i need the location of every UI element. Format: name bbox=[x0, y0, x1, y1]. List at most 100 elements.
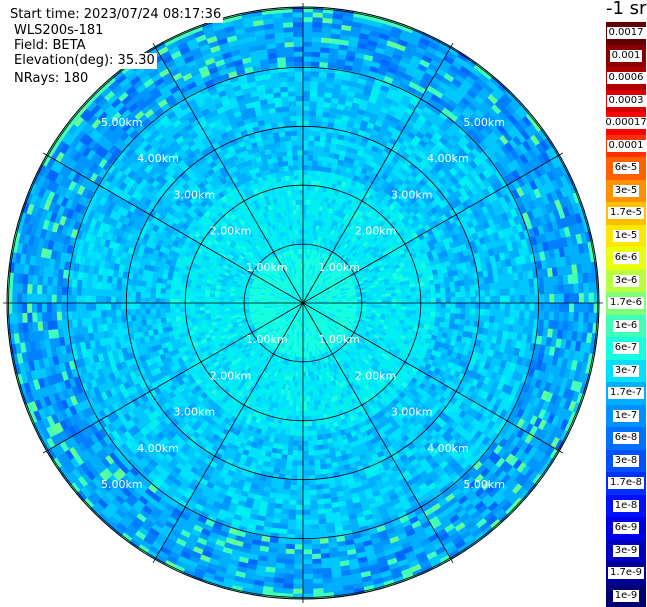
radar-gate-cell bbox=[548, 285, 555, 295]
radar-gate-cell bbox=[312, 11, 324, 18]
radar-gate-cell bbox=[544, 294, 551, 304]
radar-gate-cell bbox=[311, 51, 321, 58]
radar-gate-cell bbox=[534, 294, 541, 304]
radar-gate-cell bbox=[410, 306, 417, 312]
radar-gate-cell bbox=[302, 7, 314, 13]
radar-gate-cell bbox=[302, 65, 312, 72]
radar-gate-cell bbox=[484, 309, 491, 317]
radar-gate-cell bbox=[311, 31, 323, 38]
radar-gate-cell bbox=[309, 110, 317, 117]
radar-gate-cell bbox=[514, 287, 521, 296]
radar-gate-cell bbox=[396, 295, 402, 301]
radar-gate-cell bbox=[519, 287, 526, 296]
radar-gate-cell bbox=[568, 293, 575, 304]
radar-gate-cell bbox=[514, 302, 521, 311]
radar-gate-cell bbox=[420, 298, 427, 304]
radar-gate-cell bbox=[401, 306, 407, 311]
radar-gate-cell bbox=[302, 36, 313, 43]
radar-gate-cell bbox=[309, 115, 317, 122]
radar-gate-cell bbox=[489, 309, 496, 317]
radar-gate-cell bbox=[514, 310, 521, 319]
radar-gate-cell bbox=[302, 55, 312, 62]
radar-gate-cell bbox=[302, 120, 310, 126]
radar-gate-cell bbox=[309, 95, 318, 102]
radar-gate-cell bbox=[308, 139, 315, 146]
radar-gate-cell bbox=[311, 46, 322, 53]
radar-gate-cell bbox=[401, 295, 407, 300]
radar-gate-cell bbox=[302, 21, 314, 28]
radar-gate-cell bbox=[314, 130, 322, 137]
radar-gate-cell bbox=[434, 283, 441, 290]
radar-gate-cell bbox=[315, 120, 323, 127]
radar-gate-cell bbox=[508, 280, 515, 289]
radar-gate-cell bbox=[480, 302, 486, 310]
radar-gate-cell bbox=[559, 293, 565, 304]
radar-gate-cell bbox=[513, 317, 520, 327]
radar-gate-cell bbox=[508, 317, 515, 326]
radar-gate-cell bbox=[504, 302, 511, 311]
radar-gate-cell bbox=[568, 283, 575, 295]
radar-gate-cell bbox=[425, 289, 432, 295]
radar-gate-cell bbox=[493, 282, 501, 290]
radar-gate-cell bbox=[410, 294, 417, 300]
radar-gate-cell bbox=[302, 149, 309, 156]
radar-gate-cell bbox=[308, 130, 316, 137]
radar-gate-cell bbox=[578, 292, 585, 304]
radar-gate-cell bbox=[450, 291, 457, 299]
radar-gate-cell bbox=[424, 284, 431, 291]
radar-gate-cell bbox=[469, 308, 476, 316]
radar-gate-cell bbox=[440, 292, 447, 299]
radar-gate-cell bbox=[400, 291, 407, 297]
radar-gate-cell bbox=[302, 115, 310, 121]
radar-gate-cell bbox=[302, 199, 307, 205]
radar-gate-cell bbox=[386, 296, 393, 301]
radar-gate-cell bbox=[302, 70, 312, 77]
radar-gate-cell bbox=[310, 70, 320, 77]
radar-gate-cell bbox=[519, 302, 526, 312]
radar-gate-cell bbox=[429, 284, 436, 290]
radar-gate-cell bbox=[425, 293, 432, 300]
radar-gate-cell bbox=[430, 307, 437, 313]
radar-gate-cell bbox=[302, 100, 311, 107]
radar-gate-cell bbox=[302, 11, 314, 18]
radar-gate-cell bbox=[302, 31, 313, 38]
radar-gate-cell bbox=[311, 164, 318, 171]
radar-gate-cell bbox=[464, 314, 471, 321]
radar-gate-cell bbox=[420, 302, 427, 308]
radar-gate-cell bbox=[317, 86, 327, 93]
radar-gate-cell bbox=[538, 310, 545, 321]
radar-gate-cell bbox=[588, 302, 595, 314]
radar-gate-cell bbox=[312, 159, 319, 166]
radar-gate-cell bbox=[529, 286, 536, 296]
radar-gate-cell bbox=[543, 285, 550, 295]
radar-gate-cell bbox=[430, 293, 437, 299]
radar-gate-cell bbox=[315, 115, 323, 122]
radar-gate-cell bbox=[396, 299, 403, 304]
radar-gate-cell bbox=[524, 286, 531, 296]
radar-gate-cell bbox=[563, 293, 570, 304]
radar-gate-cell bbox=[450, 307, 457, 315]
radar-gate-cell bbox=[312, 26, 323, 33]
radar-gate-cell bbox=[450, 297, 457, 304]
radar-gate-cell bbox=[306, 189, 312, 196]
radar-gate-cell bbox=[309, 105, 318, 112]
radar-gate-cell bbox=[302, 209, 307, 215]
radar-gate-cell bbox=[529, 294, 536, 304]
radar-gate-cell bbox=[435, 288, 442, 295]
radar-gate-cell bbox=[302, 75, 312, 82]
radar-gate-cell bbox=[312, 16, 324, 23]
radar-gate-cell bbox=[302, 80, 312, 87]
radar-gate-cell bbox=[316, 105, 324, 113]
radar-gate-cell bbox=[493, 316, 501, 324]
radar-gate-cell bbox=[593, 302, 599, 314]
radar-gate-cell bbox=[306, 199, 311, 205]
radar-gate-cell bbox=[494, 288, 501, 297]
radar-gate-cell bbox=[302, 26, 313, 33]
radar-gate-cell bbox=[554, 302, 560, 313]
radar-gate-cell bbox=[312, 150, 320, 157]
radar-gate-cell bbox=[430, 302, 437, 308]
radar-gate-cell bbox=[420, 289, 427, 296]
radar-gate-cell bbox=[419, 285, 427, 291]
radar-gate-cell bbox=[479, 283, 486, 291]
radar-gate-cell bbox=[489, 315, 496, 324]
